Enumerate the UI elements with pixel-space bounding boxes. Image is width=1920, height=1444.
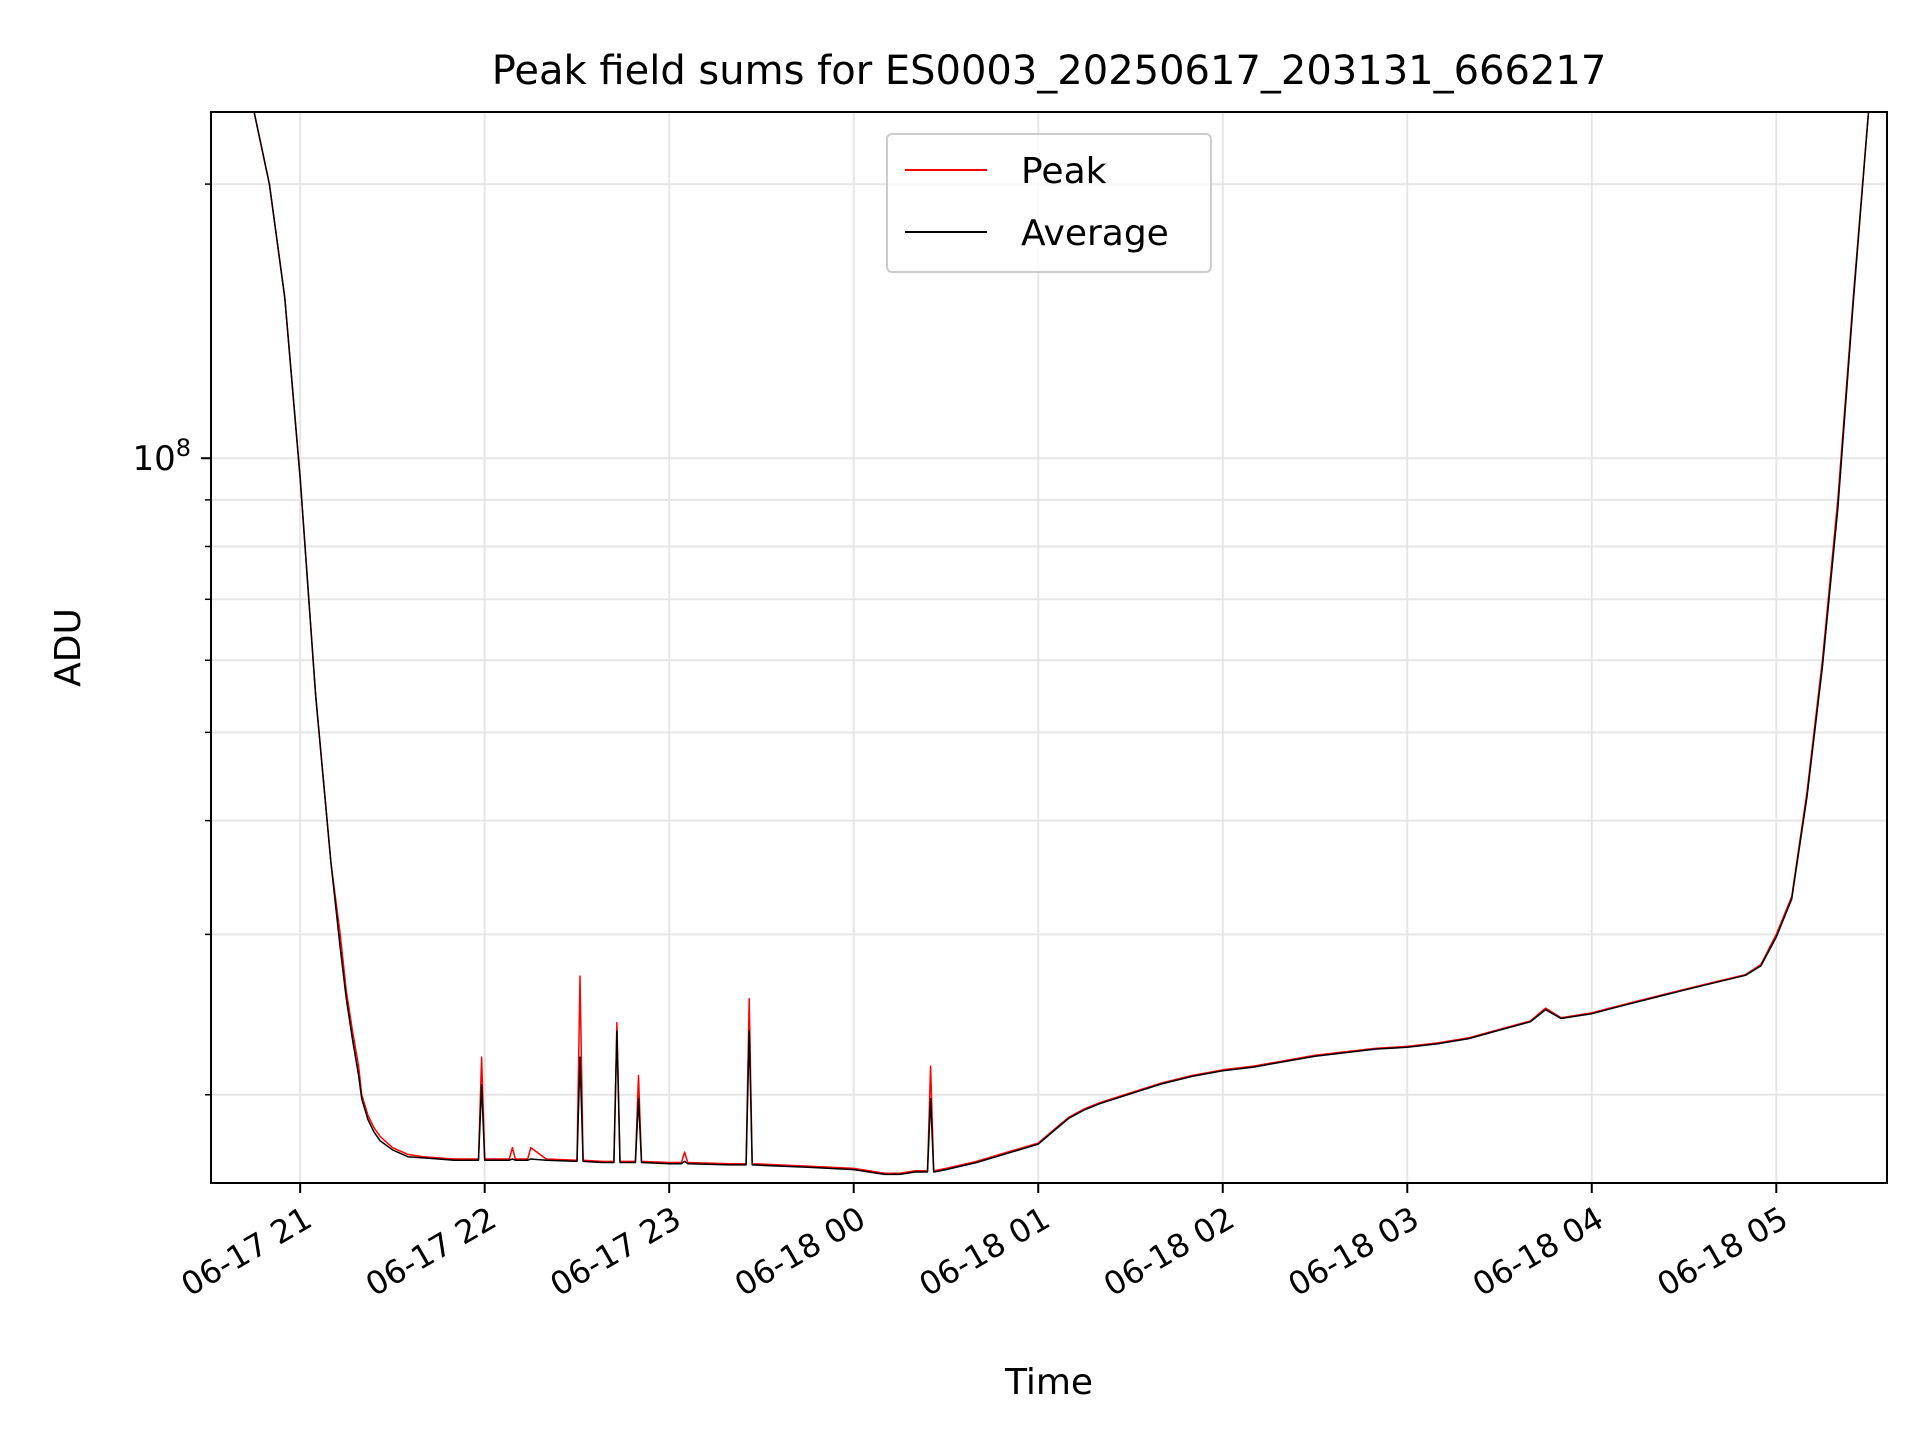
x-tick-label: 06-17 23 xyxy=(544,1199,688,1304)
plot-frame xyxy=(210,111,1888,1184)
legend-box xyxy=(886,133,1212,273)
y-tick-label: 108 xyxy=(132,434,191,479)
x-tick-label: 06-18 00 xyxy=(728,1199,872,1304)
x-tick-label: 06-18 01 xyxy=(913,1199,1057,1304)
peak-series-line xyxy=(211,111,1887,1174)
series-layer xyxy=(211,111,1887,1176)
y-axis-label: ADU xyxy=(48,608,89,687)
x-tick-label: 06-18 04 xyxy=(1466,1199,1610,1304)
x-tick-label: 06-17 22 xyxy=(359,1199,503,1304)
legend-label-peak: Peak xyxy=(1021,151,1107,192)
x-axis-label: Time xyxy=(1004,1362,1093,1403)
x-tick-label: 06-18 03 xyxy=(1282,1199,1426,1304)
legend-label-average: Average xyxy=(1021,213,1169,254)
ticks-layer: 06-17 21 06-17 22 06-17 23 06-18 00 06-18 01… xyxy=(132,183,1795,1304)
x-tick-label: 06-18 05 xyxy=(1651,1199,1795,1304)
chart-title: Peak field sums for ES0003_20250617_2031… xyxy=(492,48,1607,94)
x-tick-label: 06-17 21 xyxy=(175,1199,319,1304)
legend: Peak Average xyxy=(886,133,1212,273)
x-tick-label: 06-18 02 xyxy=(1097,1199,1241,1304)
average-series-line xyxy=(211,111,1887,1176)
